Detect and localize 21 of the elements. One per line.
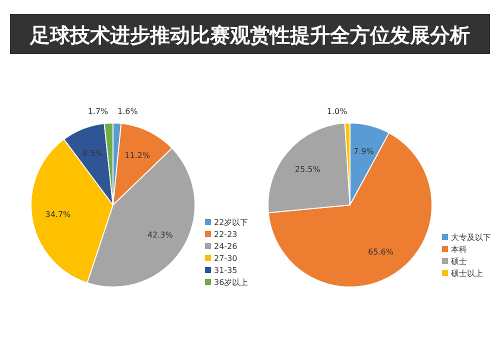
legend-label: 31-35 <box>214 266 238 275</box>
data-label: 25.5% <box>294 164 321 174</box>
data-label: 34.7% <box>45 210 72 219</box>
legend-label: 本科 <box>451 245 467 254</box>
data-label: 1.0% <box>326 107 348 116</box>
legend-label: 27-30 <box>214 254 238 263</box>
legend-label: 大专及以下 <box>451 233 491 242</box>
legend-label: 22岁以下 <box>214 218 248 227</box>
data-label: 8.5% <box>82 149 104 158</box>
data-label: 65.6% <box>368 248 394 257</box>
data-label: 1.7% <box>88 107 109 116</box>
legend-label: 22-23 <box>214 230 238 239</box>
data-label: 42.3% <box>147 230 174 240</box>
data-label: 7.9% <box>354 146 374 156</box>
chart-title: 足球技术进步推动比赛观赏性提升全方位发展分析 <box>29 23 470 47</box>
data-label: 11.2% <box>124 150 150 160</box>
legend-label: 硕士 <box>450 257 467 266</box>
legend-label: 24-26 <box>214 242 238 251</box>
legend-label: 硕士以上 <box>450 269 483 278</box>
legend-label: 36岁以上 <box>214 278 248 287</box>
data-label: 1.6% <box>118 107 138 116</box>
